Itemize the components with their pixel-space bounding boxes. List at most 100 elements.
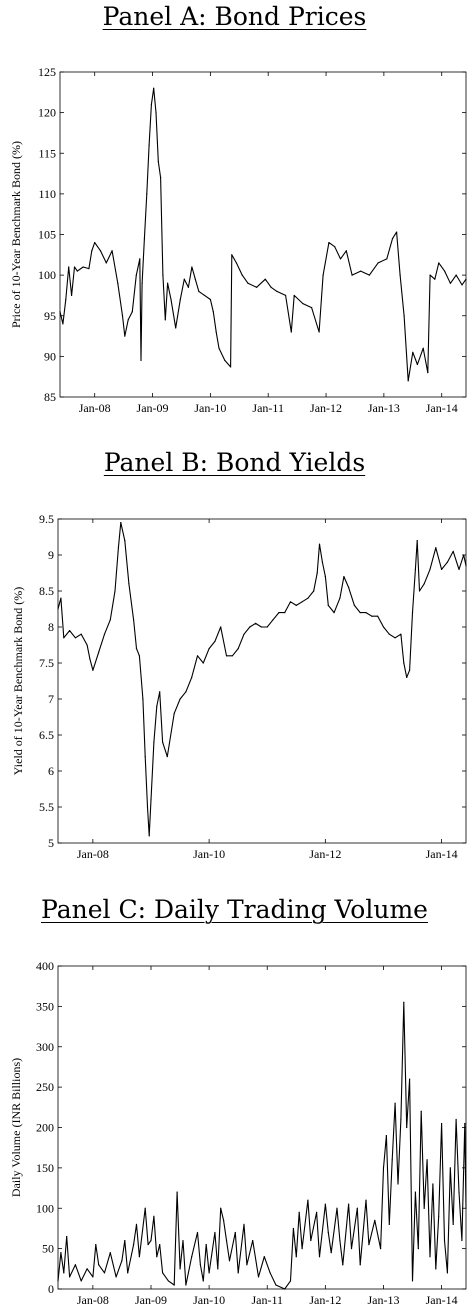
yield-point-12 — [114, 590, 116, 592]
price-ytick-label-1: 90 — [44, 349, 56, 363]
yield-point-14 — [120, 522, 122, 524]
volume-point-83 — [397, 1183, 399, 1185]
yield-point-7 — [89, 658, 91, 661]
volume-point-36 — [202, 1280, 204, 1282]
price-point-5 — [73, 266, 76, 268]
yield-point-42 — [243, 633, 245, 635]
yield-point-0 — [57, 608, 59, 610]
price-point-40 — [194, 278, 196, 280]
yield-point-32 — [185, 691, 187, 693]
volume-point-106 — [464, 1122, 466, 1125]
volume-point-22 — [150, 1239, 152, 1242]
yield-ytick-label-1: 5.5 — [39, 800, 54, 814]
bond-yields-chart: 5 5.5 6 6.5 7 7.5 8 8.5 9 9.5 Jan-08 Jan-10 Jan-12 Ja… — [11, 512, 467, 861]
volume-ytick-label-6: 300 — [36, 1040, 54, 1054]
yield-point-15 — [124, 540, 126, 542]
volume-point-21 — [147, 1243, 149, 1246]
price-point-27 — [153, 87, 155, 89]
price-point-53 — [256, 286, 258, 288]
price-point-57 — [284, 294, 287, 297]
yield-point-81 — [429, 568, 431, 571]
price-point-42 — [203, 294, 206, 297]
volume-point-87 — [409, 1078, 411, 1080]
volume-point-49 — [252, 1239, 254, 1242]
volume-point-102 — [452, 1223, 454, 1225]
price-point-60 — [302, 302, 304, 305]
price-ytick-label-7: 120 — [38, 106, 56, 120]
volume-point-12 — [109, 1252, 111, 1254]
volume-point-74 — [365, 1199, 367, 1201]
price-point-68 — [351, 274, 353, 276]
yield-point-23 — [148, 835, 150, 837]
yield-point-34 — [196, 655, 199, 657]
yield-point-85 — [452, 550, 454, 553]
yield-point-30 — [173, 712, 175, 715]
yield-point-79 — [418, 590, 421, 592]
volume-xtick-label-2: Jan-10 — [193, 1293, 225, 1307]
volume-point-105 — [461, 1239, 463, 1242]
price-point-76 — [403, 315, 405, 317]
volume-point-32 — [185, 1284, 187, 1286]
volume-point-81 — [391, 1159, 393, 1161]
volume-point-73 — [359, 1264, 361, 1266]
yield-xtick-label-2: Jan-12 — [309, 847, 341, 861]
price-xtick-label-1: Jan-09 — [137, 401, 169, 415]
volume-point-25 — [159, 1243, 161, 1246]
price-point-51 — [241, 274, 243, 276]
volume-point-50 — [257, 1276, 260, 1278]
yield-point-22 — [146, 806, 149, 808]
price-point-13 — [111, 250, 113, 252]
yield-point-59 — [327, 604, 329, 607]
volume-point-46 — [237, 1272, 239, 1274]
yield-point-37 — [214, 640, 216, 643]
price-ytick-label-8: 125 — [38, 65, 56, 79]
volume-point-99 — [443, 1239, 446, 1242]
volume-point-104 — [458, 1191, 460, 1193]
volume-point-85 — [403, 1001, 405, 1003]
yield-point-53 — [307, 597, 309, 599]
volume-point-65 — [327, 1231, 329, 1234]
price-point-7 — [82, 266, 84, 268]
volume-point-16 — [127, 1272, 129, 1274]
price-point-82 — [429, 274, 431, 276]
volume-point-70 — [347, 1203, 350, 1205]
yield-point-10 — [103, 633, 106, 635]
volume-point-91 — [420, 1110, 422, 1112]
volume-point-48 — [246, 1264, 248, 1266]
bond-prices-chart: 85 90 95 100 105 110 115 120 125 Jan-08 Jan-09 Jan-… — [9, 65, 467, 415]
volume-y-axis-label: Daily Volume (INR Billions) — [9, 1058, 23, 1197]
price-ytick-label-5: 110 — [38, 187, 56, 201]
volume-point-15 — [124, 1239, 126, 1242]
price-point-74 — [395, 231, 398, 233]
yield-point-26 — [156, 705, 158, 707]
volume-point-31 — [182, 1239, 184, 1242]
yield-point-6 — [86, 644, 88, 646]
volume-xtick-label-6: Jan-14 — [426, 1293, 458, 1307]
volume-point-34 — [196, 1231, 199, 1234]
yield-point-46 — [266, 626, 268, 628]
yield-point-86 — [458, 568, 460, 571]
price-point-15 — [121, 315, 124, 317]
price-point-43 — [209, 298, 211, 301]
yield-point-21 — [144, 756, 146, 758]
volume-point-54 — [284, 1288, 286, 1290]
price-point-9 — [91, 250, 93, 252]
price-point-11 — [99, 250, 102, 252]
price-point-86 — [449, 282, 451, 284]
price-series-line-0 — [59, 87, 467, 382]
price-point-6 — [76, 270, 78, 272]
yield-point-57 — [321, 561, 324, 563]
yield-point-47 — [272, 619, 274, 621]
volume-ytick-label-4: 200 — [36, 1121, 54, 1135]
yield-point-24 — [150, 799, 152, 801]
volume-point-92 — [423, 1207, 425, 1209]
price-point-23 — [143, 237, 146, 240]
yield-point-39 — [225, 655, 228, 657]
yield-point-88 — [465, 565, 467, 567]
volume-point-40 — [217, 1268, 219, 1270]
volume-ytick-label-5: 250 — [36, 1080, 54, 1094]
yield-ytick-label-3: 6.5 — [39, 728, 54, 742]
price-point-48 — [230, 366, 232, 368]
volume-point-30 — [179, 1268, 181, 1270]
